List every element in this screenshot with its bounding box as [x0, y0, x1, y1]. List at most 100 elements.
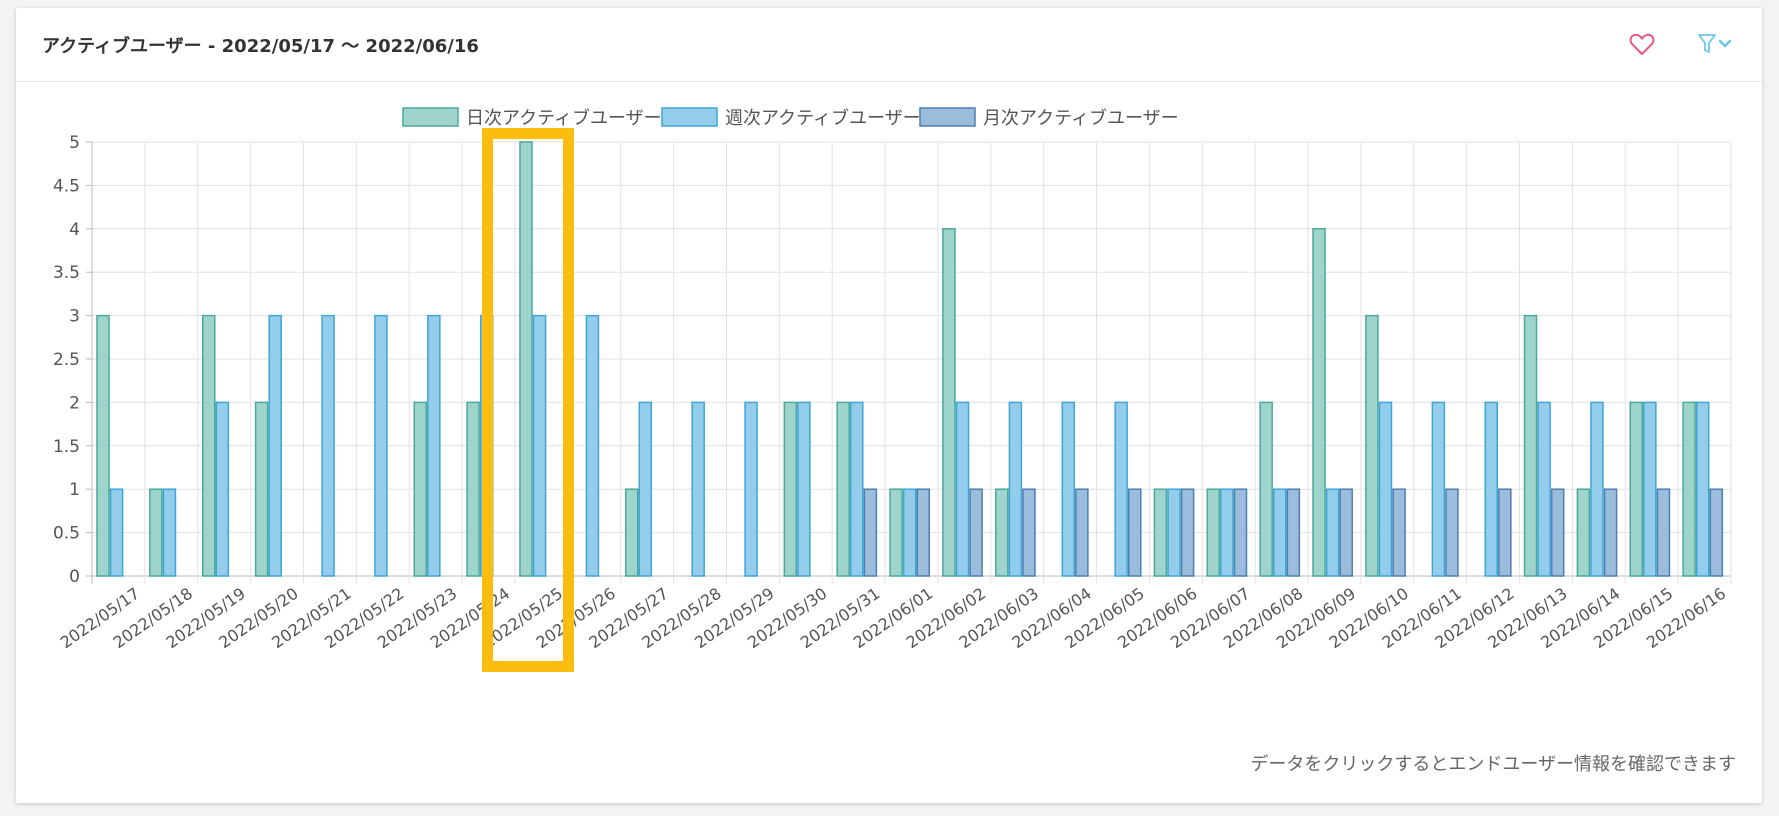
bar-weekly[interactable] — [691, 401, 705, 577]
bar-weekly[interactable] — [1695, 401, 1710, 577]
bar-weekly[interactable] — [585, 314, 600, 577]
bar-weekly[interactable] — [109, 488, 124, 577]
bar-daily[interactable] — [1682, 401, 1696, 577]
legend-label[interactable]: 月次アクティブユーザー — [983, 107, 1179, 129]
bar-daily[interactable] — [413, 401, 427, 577]
bar-weekly[interactable] — [374, 314, 388, 577]
bar-monthly[interactable] — [1022, 488, 1036, 577]
bar-daily[interactable] — [1206, 488, 1221, 577]
bar-monthly[interactable] — [1392, 488, 1406, 577]
bar-monthly[interactable] — [1550, 488, 1565, 577]
bar-monthly[interactable] — [916, 488, 931, 577]
bar-daily[interactable] — [783, 401, 798, 577]
bar-weekly[interactable] — [1114, 401, 1128, 577]
bar-weekly[interactable] — [1643, 401, 1657, 577]
bar-weekly[interactable] — [797, 401, 811, 577]
y-tick-label: 3 — [69, 307, 80, 327]
active-users-bar-chart[interactable]: 0 0.5 1 1.5 2 2.5 3 3.5 4 4.5 5 2022/05/172022/05/… — [16, 8, 1762, 748]
bar-daily[interactable] — [1629, 401, 1644, 577]
y-tick-label: 5 — [69, 133, 80, 153]
legend-swatch — [919, 107, 976, 127]
bar-monthly[interactable] — [1603, 488, 1618, 577]
card-title: アクティブユーザー - 2022/05/17 〜 2022/06/16 — [42, 36, 479, 57]
bar-daily[interactable] — [889, 488, 903, 577]
bar-daily[interactable] — [624, 488, 639, 577]
bar-daily[interactable] — [1153, 488, 1168, 577]
y-tick-label: 4 — [69, 220, 80, 240]
bar-daily[interactable] — [942, 228, 956, 577]
bar-weekly[interactable] — [1590, 401, 1604, 577]
legend-label[interactable]: 週次アクティブユーザー — [725, 107, 921, 129]
y-axis-ticks: 0 0.5 1 1.5 2 2.5 3 3.5 4 4.5 5 — [53, 133, 80, 587]
chart-bars — [96, 141, 1724, 577]
bar-daily[interactable] — [149, 488, 163, 577]
y-tick-label: 1.5 — [53, 437, 80, 457]
bar-daily[interactable] — [466, 401, 480, 577]
chevron-down-icon — [1718, 39, 1732, 48]
bar-weekly[interactable] — [268, 314, 282, 577]
bar-monthly[interactable] — [1656, 488, 1671, 577]
bar-monthly[interactable] — [863, 488, 878, 577]
y-tick-label: 4.5 — [53, 176, 80, 196]
bar-daily[interactable] — [1576, 488, 1591, 577]
bar-weekly[interactable] — [162, 488, 177, 577]
legend-swatch — [402, 107, 459, 127]
bar-weekly[interactable] — [532, 314, 547, 577]
active-users-card: アクティブユーザー - 2022/05/17 〜 2022/06/16 0 0.5… — [16, 8, 1762, 803]
y-tick-label: 2 — [69, 393, 80, 413]
bar-monthly[interactable] — [1286, 488, 1301, 577]
legend-label[interactable]: 日次アクティブユーザー — [466, 107, 662, 129]
bar-monthly[interactable] — [1709, 488, 1724, 577]
x-axis-ticks: 2022/05/172022/05/182022/05/192022/05/20… — [57, 584, 1730, 652]
bar-daily[interactable] — [1365, 314, 1379, 577]
bar-weekly[interactable] — [955, 401, 970, 577]
bar-daily[interactable] — [1312, 228, 1326, 577]
y-tick-label: 1 — [69, 480, 80, 500]
bar-daily[interactable] — [836, 401, 850, 577]
bar-weekly[interactable] — [1008, 401, 1023, 577]
bar-daily[interactable] — [1523, 314, 1538, 577]
bar-daily[interactable] — [995, 488, 1009, 577]
bar-monthly[interactable] — [1075, 488, 1089, 577]
bar-weekly[interactable] — [1484, 401, 1498, 577]
bar-weekly[interactable] — [215, 401, 230, 577]
legend-swatch — [661, 107, 718, 127]
chart-legend: 日次アクティブユーザー 週次アクティブユーザー 月次アクティブユーザー — [402, 107, 1179, 129]
chart-grid — [86, 141, 1732, 584]
filter-menu-button[interactable] — [1696, 30, 1742, 58]
heart-icon — [1629, 33, 1655, 56]
filter-icon — [1698, 34, 1716, 53]
bar-monthly[interactable] — [1127, 488, 1142, 577]
bar-monthly[interactable] — [1180, 488, 1195, 577]
bar-weekly[interactable] — [902, 488, 917, 577]
click-hint-text: データをクリックするとエンドユーザー情報を確認できます — [1250, 754, 1736, 775]
bar-weekly[interactable] — [321, 314, 335, 577]
bar-weekly[interactable] — [427, 314, 441, 577]
bar-daily[interactable] — [519, 141, 533, 577]
bar-weekly[interactable] — [1325, 488, 1340, 577]
bar-weekly[interactable] — [850, 401, 864, 577]
bar-weekly[interactable] — [1220, 488, 1234, 577]
bar-weekly[interactable] — [1273, 488, 1287, 577]
bar-weekly[interactable] — [1167, 488, 1181, 577]
favorite-button[interactable] — [1627, 29, 1657, 59]
bar-weekly[interactable] — [479, 314, 494, 577]
bar-daily[interactable] — [201, 314, 216, 577]
bar-daily[interactable] — [254, 401, 269, 577]
bar-monthly[interactable] — [1498, 488, 1512, 577]
bar-weekly[interactable] — [1431, 401, 1446, 577]
bar-weekly[interactable] — [1061, 401, 1076, 577]
bar-monthly[interactable] — [1445, 488, 1459, 577]
bar-weekly[interactable] — [1537, 401, 1551, 577]
bar-monthly[interactable] — [1233, 488, 1248, 577]
bar-daily[interactable] — [96, 314, 110, 577]
bar-monthly[interactable] — [1339, 488, 1353, 577]
bar-weekly[interactable] — [638, 401, 653, 577]
y-tick-label: 2.5 — [53, 350, 80, 370]
card-header: アクティブユーザー - 2022/05/17 〜 2022/06/16 — [16, 8, 1762, 82]
bar-weekly[interactable] — [1378, 401, 1393, 577]
bar-monthly[interactable] — [969, 488, 983, 577]
bar-daily[interactable] — [1259, 401, 1273, 577]
bar-weekly[interactable] — [744, 401, 758, 577]
y-tick-label: 0 — [69, 567, 80, 587]
